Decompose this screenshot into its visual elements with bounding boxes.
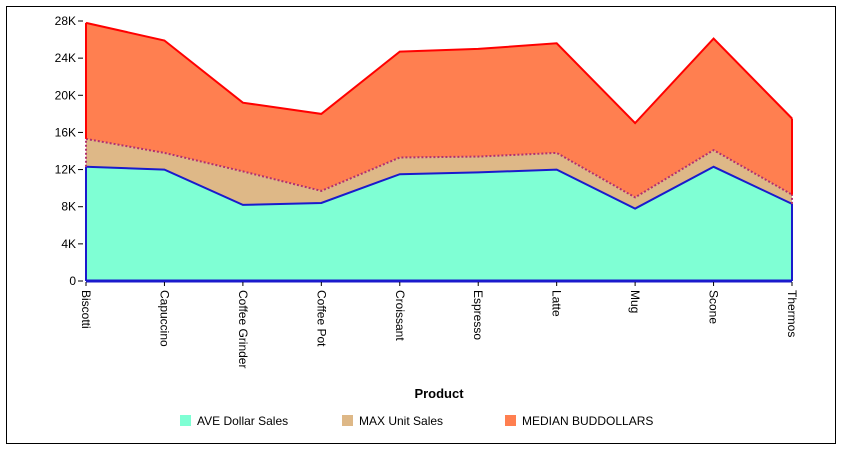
x-tick-label: Latte: [550, 290, 564, 317]
legend-label: MAX Unit Sales: [359, 414, 443, 428]
legend-label: AVE Dollar Sales: [197, 414, 288, 428]
y-tick-label: 4K: [61, 237, 76, 251]
line-max-unit-sales: [85, 137, 793, 199]
legend-item: MAX Unit Sales: [342, 414, 443, 428]
legend-item: MEDIAN BUDDOLLARS: [505, 414, 653, 428]
x-tick-label: Thermos: [785, 290, 799, 337]
y-tick-label: 24K: [55, 51, 76, 65]
legend-label: MEDIAN BUDDOLLARS: [522, 414, 653, 428]
y-axis: 0 4K 8K 12K 16K 20K 24K 28K: [55, 14, 83, 288]
x-tick-label: Capuccino: [157, 290, 171, 347]
area-layers: [86, 22, 792, 281]
x-tick-label: Coffee Pot: [314, 290, 328, 347]
area-max-unit-sales: [86, 138, 792, 209]
line-median-buddollars: [85, 21, 793, 125]
x-tick-label: Espresso: [471, 290, 485, 340]
y-tick-label: 0: [69, 274, 76, 288]
y-tick-label: 8K: [61, 200, 76, 214]
y-tick-label: 20K: [55, 88, 76, 102]
y-tick-label: 28K: [55, 14, 76, 28]
area-chart: 0 4K 8K 12K 16K 20K 24K 28K Biscotti Capuccino Cof…: [55, 14, 799, 428]
x-tick-label: Scone: [707, 290, 721, 324]
y-tick-label: 12K: [55, 163, 76, 177]
legend: AVE Dollar Sales MAX Unit Sales MEDIAN BUD…: [180, 414, 653, 428]
x-tick-label: Croissant: [393, 290, 407, 341]
y-tick-label: 16K: [55, 125, 76, 139]
x-axis: Biscotti Capuccino Coffee Grinder Coffee Po…: [79, 282, 799, 369]
line-ave-dollar-sales: [85, 165, 793, 210]
x-axis-title: Product: [414, 386, 464, 401]
x-tick-label: Coffee Grinder: [236, 290, 250, 369]
chart-frame: 0 4K 8K 12K 16K 20K 24K 28K Biscotti Capuccino Cof…: [6, 6, 836, 444]
series-lines: [85, 21, 793, 283]
legend-swatch: [180, 415, 191, 426]
legend-swatch: [505, 415, 516, 426]
legend-item: AVE Dollar Sales: [180, 414, 288, 428]
x-tick-label: Mug: [628, 290, 642, 313]
area-median-buddollars: [86, 22, 792, 198]
area-ave-dollar-sales: [86, 166, 792, 281]
x-tick-label: Biscotti: [79, 290, 93, 329]
legend-swatch: [342, 415, 353, 426]
